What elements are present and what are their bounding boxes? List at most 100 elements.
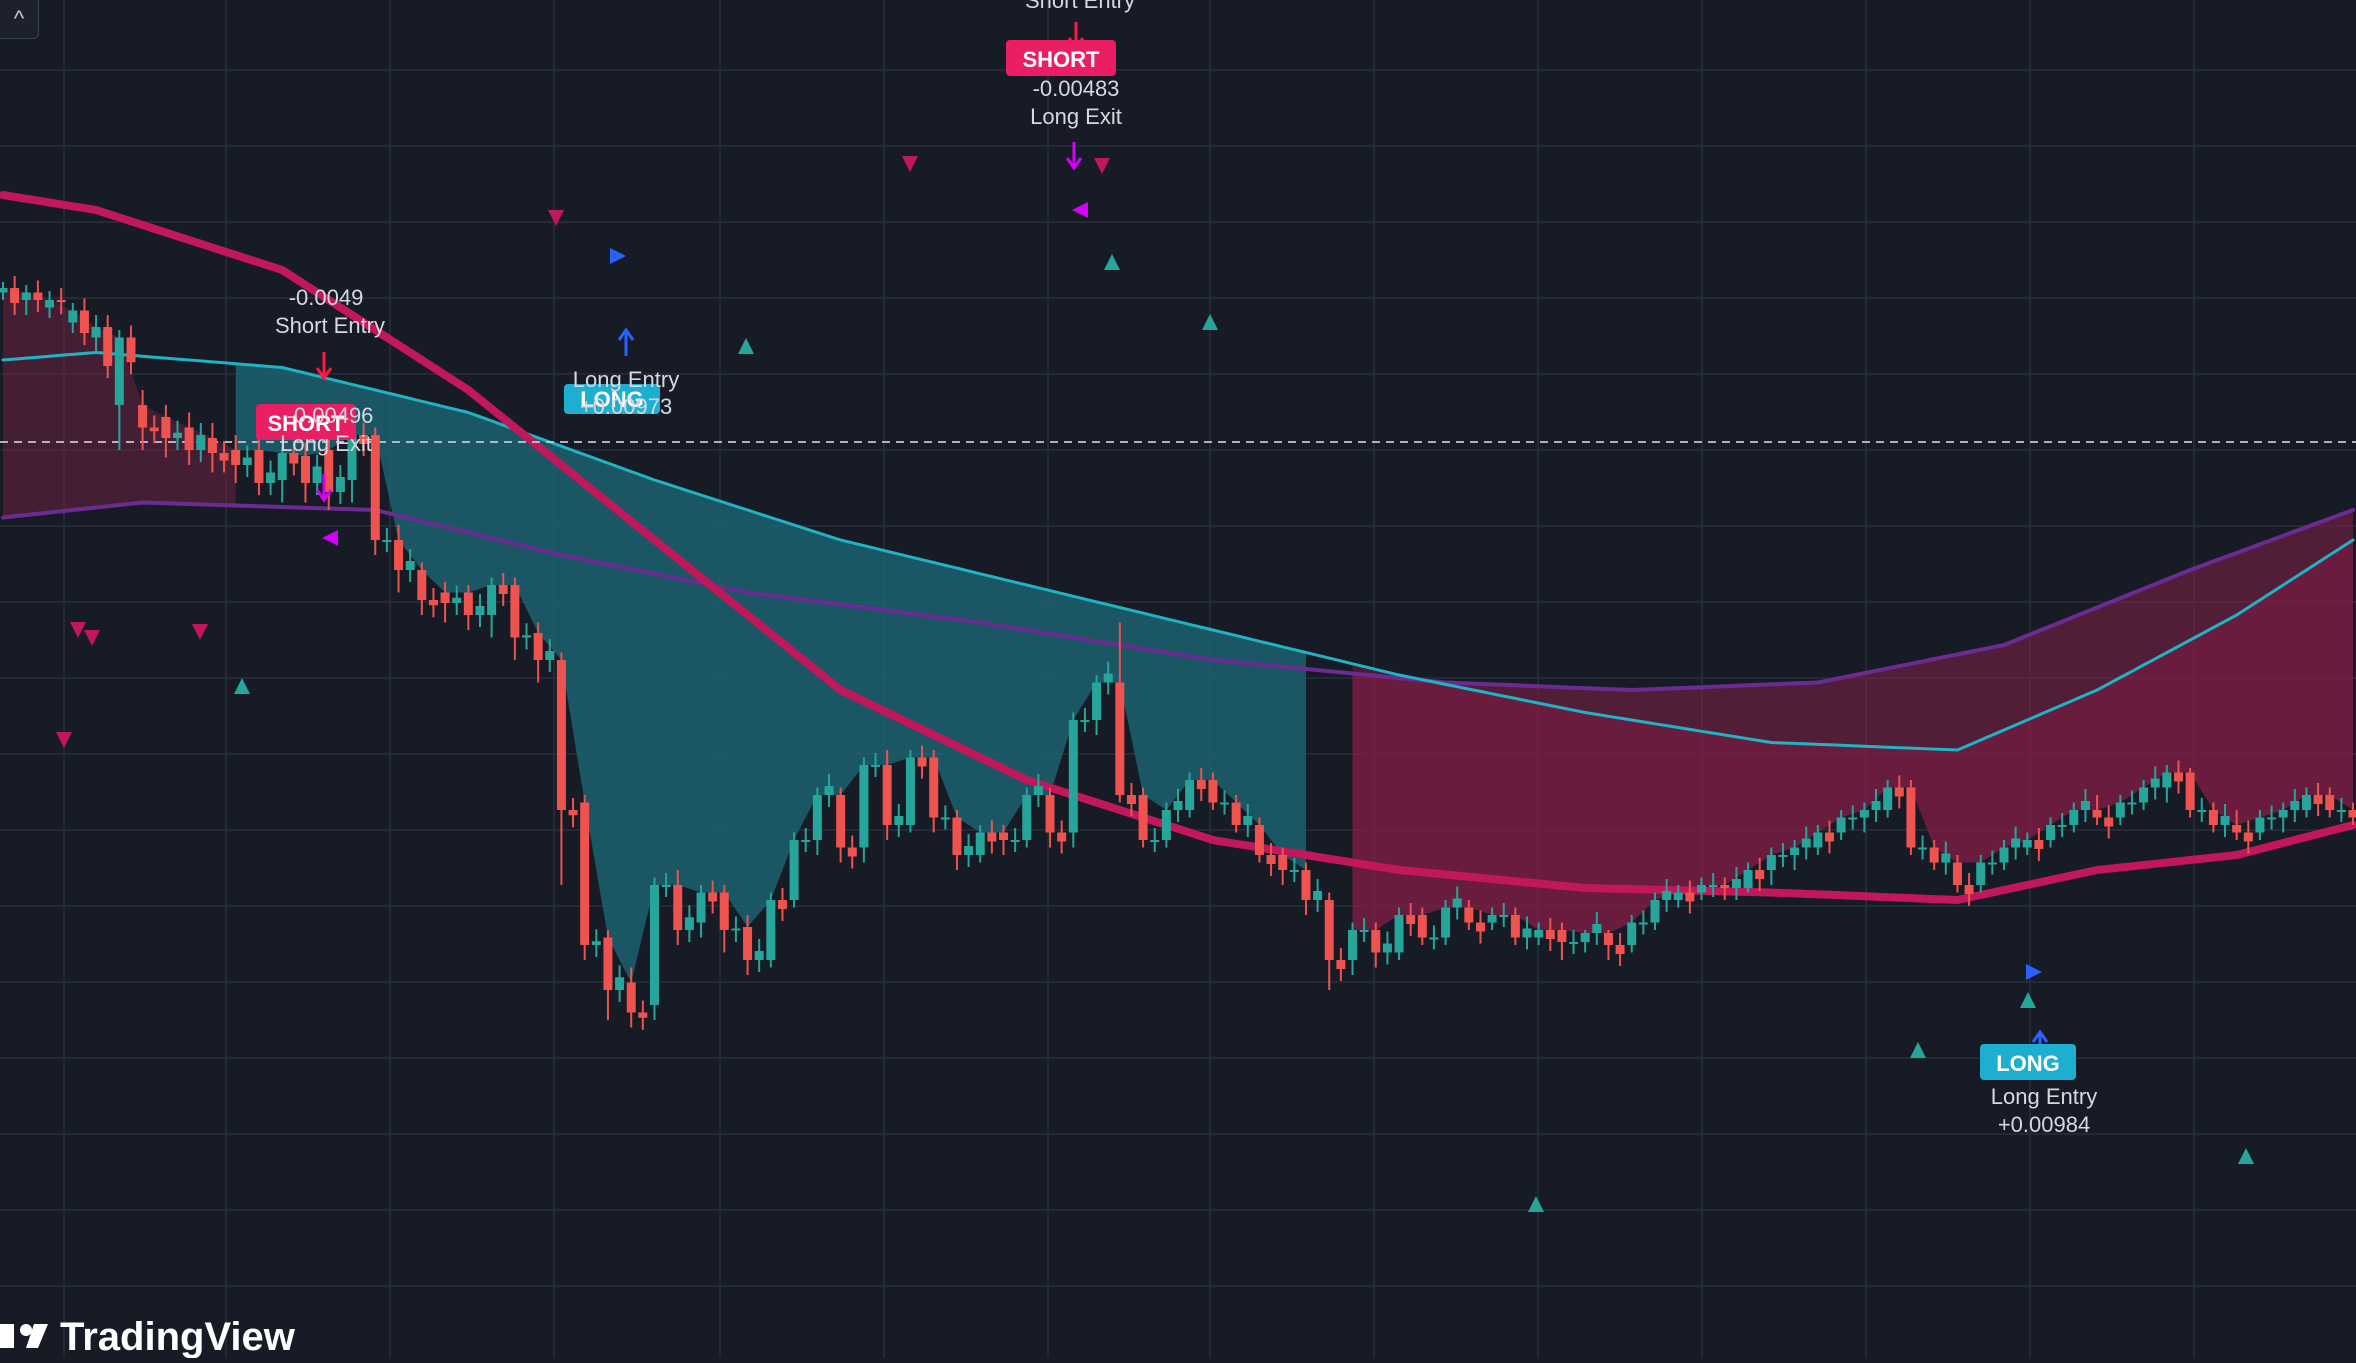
candle[interactable] [1546,930,1555,939]
candle[interactable] [1918,848,1927,850]
candle[interactable] [580,803,589,946]
candle[interactable] [1348,930,1357,960]
candle[interactable] [1057,833,1066,842]
candle[interactable] [1860,810,1869,818]
candle[interactable] [1604,933,1613,945]
candle[interactable] [1406,915,1415,924]
candle[interactable] [2093,810,2102,818]
candle[interactable] [1569,942,1578,944]
candle[interactable] [2325,795,2334,810]
candle[interactable] [185,428,194,451]
candle[interactable] [987,833,996,842]
candle[interactable] [1371,930,1380,953]
candle[interactable] [243,458,252,466]
candle[interactable] [1488,915,1497,923]
candle[interactable] [824,786,833,795]
candle[interactable] [1208,780,1217,803]
candle[interactable] [650,885,659,1005]
candle[interactable] [1080,720,1089,722]
candle[interactable] [2186,773,2195,811]
candle[interactable] [1895,788,1904,797]
candle[interactable] [1499,915,1508,917]
candle[interactable] [2337,810,2346,812]
candle[interactable] [1662,891,1671,900]
candle[interactable] [1697,885,1706,893]
candle[interactable] [1778,855,1787,857]
candle[interactable] [1837,818,1846,833]
candle[interactable] [1022,795,1031,840]
candle[interactable] [848,848,857,857]
candle[interactable] [1069,720,1078,833]
candle[interactable] [464,593,473,616]
candle[interactable] [1709,885,1718,887]
candle[interactable] [743,927,752,960]
candle[interactable] [1650,900,1659,923]
candle[interactable] [1267,855,1276,864]
candle[interactable] [57,300,66,302]
candle[interactable] [906,758,915,826]
candle[interactable] [2151,779,2160,788]
candle[interactable] [92,327,101,338]
candle[interactable] [1685,893,1694,902]
candle[interactable] [394,540,403,570]
candle[interactable] [2127,803,2136,805]
candle[interactable] [266,473,275,484]
candle[interactable] [673,885,682,930]
candle[interactable] [2069,810,2078,825]
candle[interactable] [2081,801,2090,810]
candle[interactable] [2197,810,2206,812]
candle[interactable] [2314,795,2323,804]
candle[interactable] [952,818,961,856]
candle[interactable] [1511,915,1520,938]
candle[interactable] [10,288,19,303]
candle[interactable] [1150,840,1159,842]
candle[interactable] [336,477,345,492]
candle[interactable] [1930,848,1939,863]
candle[interactable] [150,428,159,432]
candle[interactable] [1232,803,1241,826]
candle[interactable] [406,561,415,570]
candle[interactable] [859,765,868,848]
candle[interactable] [1325,900,1334,960]
candle[interactable] [708,893,717,902]
candle[interactable] [33,293,42,301]
candle[interactable] [918,758,927,767]
candle[interactable] [1557,930,1566,942]
candle[interactable] [2232,825,2241,833]
candle[interactable] [2279,810,2288,818]
candle[interactable] [1732,879,1741,888]
candle[interactable] [371,435,380,540]
candle[interactable] [1185,780,1194,810]
candle[interactable] [1429,938,1438,940]
candle[interactable] [1197,780,1206,789]
candle[interactable] [976,833,985,856]
candle[interactable] [1639,923,1648,925]
candle[interactable] [1953,863,1962,886]
candle[interactable] [685,917,694,930]
candle[interactable] [964,846,973,855]
candle[interactable] [2139,788,2148,803]
candle[interactable] [1999,848,2008,863]
candle[interactable] [1523,929,1532,938]
collapse-button[interactable]: ^ [0,0,39,39]
candle[interactable] [2023,840,2032,848]
candle[interactable] [2046,825,2055,840]
candle[interactable] [883,765,892,825]
candle[interactable] [603,938,612,991]
candle[interactable] [68,311,77,323]
candle[interactable] [766,900,775,960]
candle[interactable] [790,840,799,900]
candle[interactable] [2116,803,2125,818]
candle[interactable] [278,453,287,480]
candle[interactable] [662,885,671,887]
candle[interactable] [1115,683,1124,796]
candle[interactable] [324,450,333,492]
candle[interactable] [313,467,322,484]
candle[interactable] [1674,893,1683,901]
candle[interactable] [301,456,310,483]
candle[interactable] [2058,825,2067,827]
candle[interactable] [1441,908,1450,938]
candle[interactable] [1174,801,1183,810]
